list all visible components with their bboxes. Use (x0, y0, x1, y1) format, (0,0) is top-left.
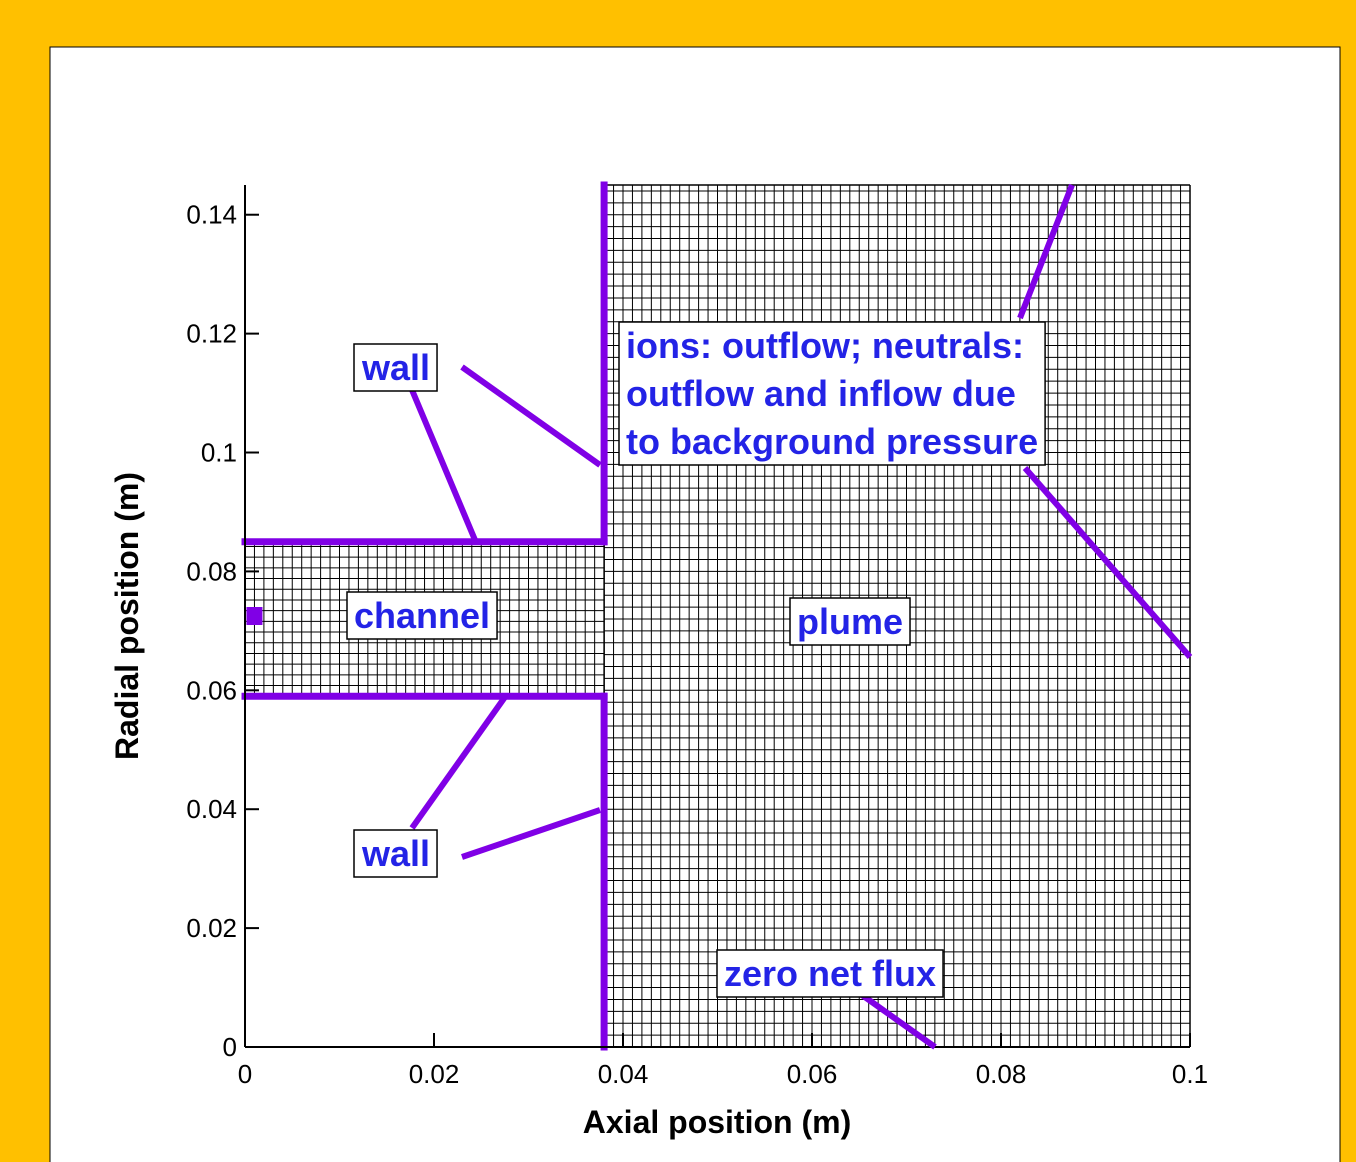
annotation-box (789, 597, 911, 646)
annotation-box (618, 321, 1046, 466)
y-tick-label: 0.02 (186, 913, 237, 943)
annotation-text: plume (797, 601, 903, 642)
x-axis-title: Axial position (m) (583, 1104, 851, 1140)
annotation-text: outflow and inflow due (626, 373, 1016, 414)
walls (241, 181, 608, 1051)
annotation-text: wall (361, 833, 430, 874)
y-tick-label: 0.14 (186, 200, 237, 230)
axes: 0 0.02 0.04 0.06 0.08 0.1 0 0.02 0.04 0.06 0.08 0.1… (186, 185, 1208, 1089)
mesh (244, 184, 1191, 1048)
annotation-text: channel (354, 595, 490, 636)
annotation-box (353, 829, 438, 878)
x-tick-label: 0.1 (1172, 1059, 1208, 1089)
leader-line (409, 388, 478, 542)
annotation-text: ions: outflow; neutrals: (626, 325, 1024, 366)
annotation-box (346, 591, 498, 640)
x-tick-label: 0.06 (787, 1059, 838, 1089)
y-tick-label: 0.12 (186, 319, 237, 349)
leader-line (1022, 466, 1193, 659)
y-tick-label: 0.06 (186, 675, 237, 705)
y-tick-label: 0 (223, 1032, 237, 1062)
leader-line (409, 695, 508, 830)
annotation-text: zero net flux (724, 953, 936, 994)
anode (246, 607, 263, 625)
annotations: wall ions: outflow; neutrals: outflow and … (346, 183, 1193, 1050)
annotation-text: wall (361, 347, 430, 388)
y-tick-label: 0.08 (186, 556, 237, 586)
x-tick-label: 0 (238, 1059, 252, 1089)
y-tick-label: 0.04 (186, 794, 237, 824)
x-tick-label: 0.04 (598, 1059, 649, 1089)
leader-line (860, 992, 937, 1050)
leader-line (461, 807, 601, 860)
annotation-text: to background pressure (626, 421, 1038, 462)
x-tick-label: 0.08 (976, 1059, 1027, 1089)
leader-line (1017, 183, 1075, 320)
x-tick-label: 0.02 (409, 1059, 460, 1089)
annotation-box (353, 343, 438, 392)
annotation-box (716, 949, 944, 998)
y-axis-title: Radial position (m) (109, 472, 145, 760)
leader-line (460, 364, 602, 468)
y-tick-label: 0.1 (201, 438, 237, 468)
panel (49, 46, 1341, 1162)
